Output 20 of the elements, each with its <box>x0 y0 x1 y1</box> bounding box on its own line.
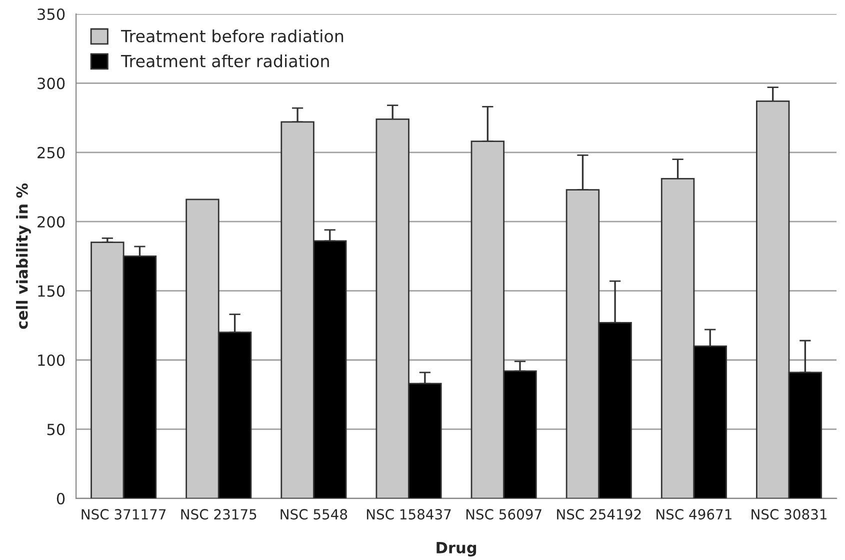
y-tick-label: 0 <box>56 492 65 504</box>
x-tick-label: NSC 49671 <box>656 509 732 520</box>
y-axis-title: cell viability in % <box>16 183 31 329</box>
x-tick-label: NSC 254192 <box>557 509 641 520</box>
x-tick-label: NSC 371177 <box>82 509 166 520</box>
y-tick-label: 100 <box>38 354 65 366</box>
y-tick-label: 50 <box>47 424 65 436</box>
x-axis-title: Drug <box>436 542 476 556</box>
x-tick-label: NSC 158437 <box>366 509 451 520</box>
y-tick-label: 350 <box>38 8 65 20</box>
x-tick-label: NSC 56097 <box>466 509 542 520</box>
legend-label: Treatment before radiation <box>121 30 344 42</box>
y-tick-label: 250 <box>38 146 65 158</box>
y-tick-label: 200 <box>38 216 65 228</box>
legend-label: Treatment after radiation <box>121 54 329 68</box>
y-tick-label: 300 <box>38 78 65 90</box>
y-tick-label: 150 <box>38 285 65 297</box>
x-tick-label: NSC 23175 <box>181 509 256 520</box>
x-tick-label: NSC 5548 <box>280 509 348 520</box>
x-tick-label: NSC 30831 <box>752 509 826 520</box>
